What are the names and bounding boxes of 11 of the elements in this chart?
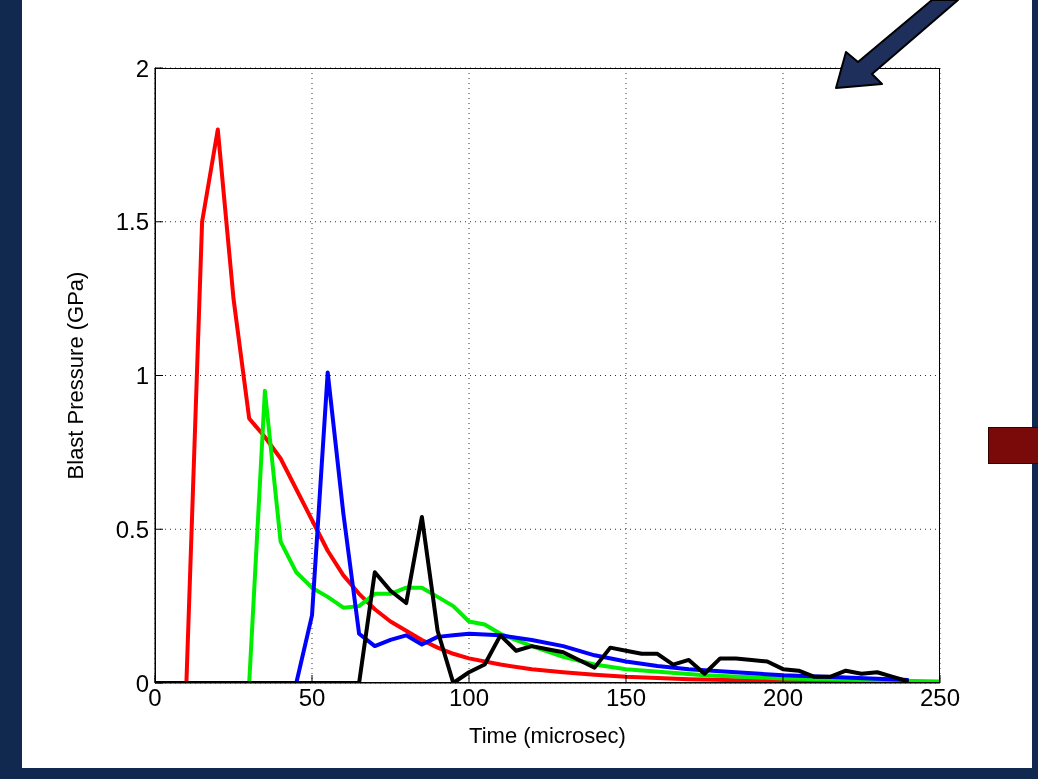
y-tick-label: 0.5 <box>115 515 149 543</box>
x-tick-label: 150 <box>605 684 647 712</box>
x-tick-label: 100 <box>448 684 490 712</box>
x-tick-label: 50 <box>298 684 326 712</box>
x-tick-label: 200 <box>762 684 804 712</box>
y-tick-label: 1.5 <box>115 208 149 236</box>
x-tick-label: 250 <box>919 684 961 712</box>
y-tick-label: 1 <box>135 362 149 390</box>
x-axis-title: Time (microsec) <box>469 723 626 748</box>
y-axis-title: Blast Pressure (GPa) <box>62 271 88 480</box>
y-tick-label: 2 <box>135 54 149 82</box>
